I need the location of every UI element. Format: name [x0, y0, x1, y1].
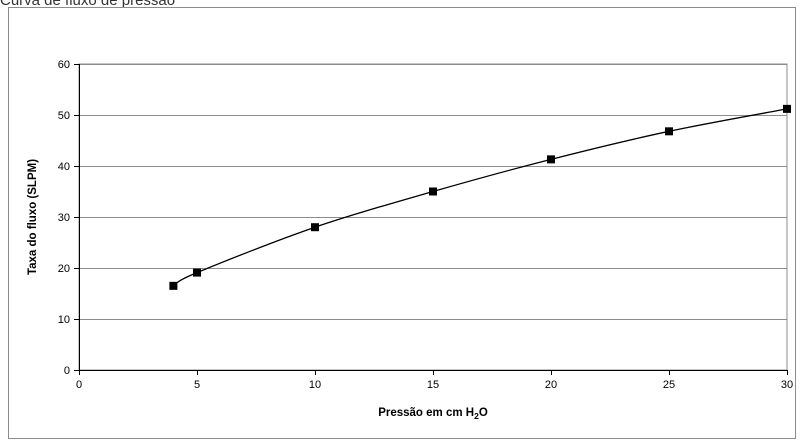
data-point-10 [311, 223, 319, 232]
data-point-30 [783, 104, 791, 113]
y-tick-label-0: 0 [64, 365, 70, 377]
data-point-4 [169, 281, 178, 290]
y-tick-label-20: 20 [58, 263, 70, 275]
axes [74, 64, 788, 375]
x-tick-label-15: 15 [427, 379, 439, 391]
chart-title: Curva de fluxo de pressão [0, 0, 176, 9]
y-tick-label-40: 40 [58, 161, 70, 173]
y-tick-label-60: 60 [58, 59, 70, 71]
y-tick-label-50: 50 [58, 110, 70, 122]
x-tick-label-10: 10 [309, 379, 321, 391]
x-tick-label-0: 0 [76, 379, 82, 391]
data-point-5 [193, 268, 201, 277]
x-axis-title-subscript: 2 [474, 411, 479, 421]
x-axis-title: Pressão em cm H2O [378, 407, 488, 421]
series-line-0 [173, 108, 788, 287]
x-tick-label-5: 5 [194, 379, 200, 391]
data-point-20 [547, 155, 555, 164]
x-tick-label-30: 30 [781, 379, 793, 391]
data-point-25 [665, 127, 673, 136]
x-tick-label-20: 20 [545, 379, 557, 391]
y-tick-label-30: 30 [58, 212, 70, 224]
series [169, 104, 791, 290]
y-tick-label-10: 10 [58, 314, 70, 326]
data-point-15 [429, 187, 437, 196]
x-axis-title-suffix: O [479, 407, 488, 419]
x-tick-label-25: 25 [663, 379, 675, 391]
chart-area [8, 7, 796, 439]
x-axis-title-main: Pressão em cm H [378, 407, 474, 419]
y-axis-title: Taxa do fluxo (SLPM) [27, 159, 39, 275]
tick-labels: 0 10 20 30 40 50 60 0 5 10 15 20 25 30 [58, 59, 793, 391]
